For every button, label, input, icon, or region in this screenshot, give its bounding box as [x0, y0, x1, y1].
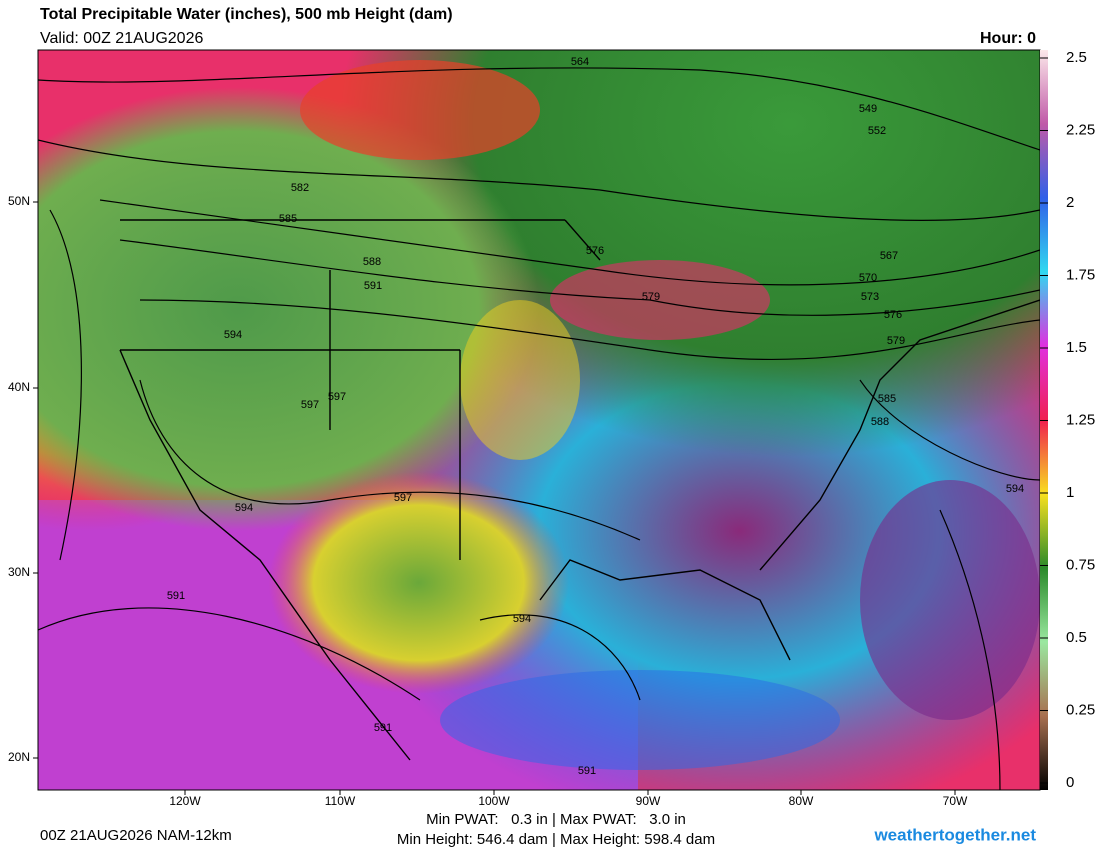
forecast-hour: Hour: 0 — [980, 30, 1036, 47]
lat-label: 40N — [8, 380, 30, 394]
lon-label: 100W — [478, 794, 510, 808]
colorbar-tick-label: 1.5 — [1066, 339, 1087, 356]
contour-label: 588 — [871, 416, 889, 428]
contour-label: 597 — [394, 492, 412, 504]
contour-label: 594 — [224, 329, 242, 341]
colorbar-tick-label: 0.25 — [1066, 701, 1095, 718]
model-run: 00Z 21AUG2026 NAM-12km — [40, 827, 232, 844]
lon-label: 120W — [169, 794, 201, 808]
contour-label: 591 — [578, 765, 596, 777]
contour-label: 579 — [887, 335, 905, 347]
lon-label: 80W — [789, 794, 814, 808]
contour-label: 591 — [167, 590, 185, 602]
site-credit: weathertogether.net — [873, 825, 1036, 844]
valid-time: Valid: 00Z 21AUG2026 — [40, 30, 203, 47]
contour-label: 594 — [1006, 483, 1024, 495]
contour-label: 576 — [586, 245, 604, 257]
contour-label: 594 — [513, 613, 531, 625]
contour-label: 579 — [642, 291, 660, 303]
contour-label: 597 — [301, 399, 319, 411]
contour-label: 552 — [868, 125, 886, 137]
contour-label: 594 — [235, 502, 253, 514]
contour-label: 549 — [859, 103, 877, 115]
colorbar-tick-label: 1 — [1066, 484, 1074, 501]
lon-label: 70W — [943, 794, 968, 808]
contour-label: 591 — [374, 722, 392, 734]
contour-label: 570 — [859, 272, 877, 284]
lon-label: 90W — [636, 794, 661, 808]
contour-label: 591 — [364, 280, 382, 292]
pwat-stats: Min PWAT: 0.3 in | Max PWAT: 3.0 in — [426, 811, 686, 828]
lat-label: 30N — [8, 565, 30, 579]
map-title: Total Precipitable Water (inches), 500 m… — [40, 6, 453, 23]
contour-label: 564 — [571, 56, 589, 68]
contour-label: 585 — [279, 213, 297, 225]
contour-label: 582 — [291, 182, 309, 194]
contour-label: 585 — [878, 393, 896, 405]
contour-label: 597 — [328, 391, 346, 403]
contour-label: 588 — [363, 256, 381, 268]
lon-label: 110W — [325, 794, 356, 808]
colorbar-tick-label: 0.75 — [1066, 556, 1095, 573]
colorbar-tick-label: 1.75 — [1066, 266, 1095, 283]
map-field — [38, 50, 1040, 790]
lat-label: 20N — [8, 750, 30, 764]
colorbar-tick-label: 1.25 — [1066, 411, 1095, 428]
colorbar-tick-label: 2 — [1066, 194, 1074, 211]
colorbar-tick-label: 2.5 — [1066, 49, 1087, 66]
colorbar-tick-label: 0 — [1066, 774, 1074, 791]
contour-label: 567 — [880, 250, 898, 262]
colorbar-tick-label: 0.5 — [1066, 629, 1087, 646]
lat-label: 50N — [8, 194, 30, 208]
contour-label: 573 — [861, 291, 879, 303]
colorbar-tick-label: 2.25 — [1066, 121, 1095, 138]
contour-label: 576 — [884, 309, 902, 321]
height-stats: Min Height: 546.4 dam | Max Height: 598.… — [397, 831, 715, 848]
